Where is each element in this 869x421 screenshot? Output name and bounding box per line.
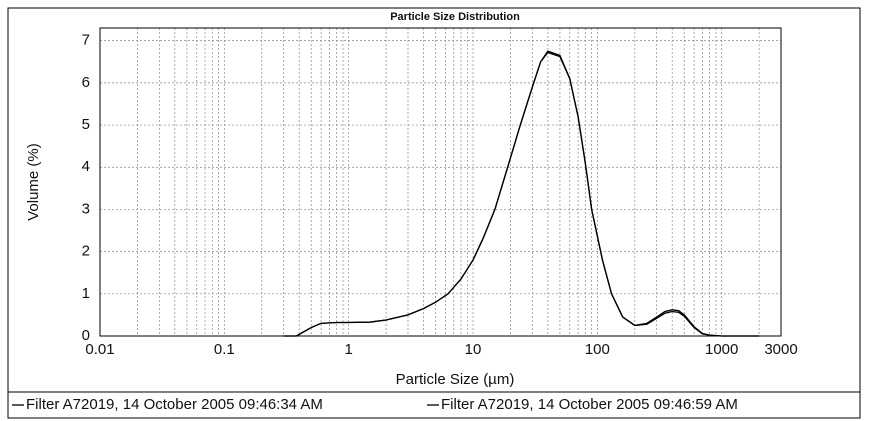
plot-frame bbox=[99, 27, 782, 337]
x-tick-label: 1000 bbox=[705, 341, 738, 358]
legend-label: Filter A72019, 14 October 2005 09:46:34 … bbox=[26, 396, 323, 413]
x-tick-label: 100 bbox=[585, 341, 610, 358]
x-tick-label: 1 bbox=[344, 341, 352, 358]
y-tick-label: 6 bbox=[82, 74, 90, 91]
x-tick-label: 10 bbox=[465, 341, 482, 358]
y-tick-label: 1 bbox=[82, 285, 90, 302]
legend-frame bbox=[7, 391, 861, 419]
x-tick-label: 0.01 bbox=[85, 341, 114, 358]
chart-frame bbox=[7, 7, 861, 393]
y-tick-label: 2 bbox=[82, 243, 90, 260]
chart-title: Particle Size Distribution bbox=[390, 11, 520, 23]
y-tick-label: 0 bbox=[82, 327, 90, 344]
data-line bbox=[283, 50, 760, 337]
y-tick-label: 4 bbox=[82, 158, 90, 175]
y-tick-label: 3 bbox=[82, 200, 90, 217]
legend-label: Filter A72019, 14 October 2005 09:46:59 … bbox=[441, 396, 738, 413]
y-tick-label: 5 bbox=[82, 116, 90, 133]
y-tick-label: 7 bbox=[82, 32, 90, 49]
y-axis-label: Volume (%) bbox=[25, 143, 42, 221]
x-tick-label: 3000 bbox=[764, 341, 797, 358]
x-tick-label: 0.1 bbox=[214, 341, 235, 358]
x-axis-label: Particle Size (µm) bbox=[396, 371, 515, 388]
data-line bbox=[283, 51, 760, 337]
